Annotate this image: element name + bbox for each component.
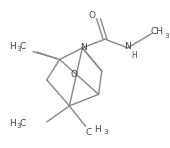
Text: C: C [19, 119, 26, 128]
Text: H: H [10, 42, 16, 51]
Text: 3: 3 [164, 33, 169, 39]
Text: O: O [71, 70, 78, 78]
Text: C: C [86, 128, 92, 137]
Text: O: O [89, 11, 96, 20]
Text: CH: CH [150, 27, 163, 36]
Text: N: N [81, 43, 87, 52]
Text: H: H [131, 51, 137, 60]
Text: 3: 3 [16, 123, 21, 129]
Text: 3: 3 [16, 46, 21, 52]
Text: 3: 3 [103, 129, 108, 135]
Text: H: H [94, 125, 100, 134]
Text: N: N [124, 42, 131, 51]
Text: C: C [19, 42, 26, 51]
Text: H: H [10, 119, 16, 128]
